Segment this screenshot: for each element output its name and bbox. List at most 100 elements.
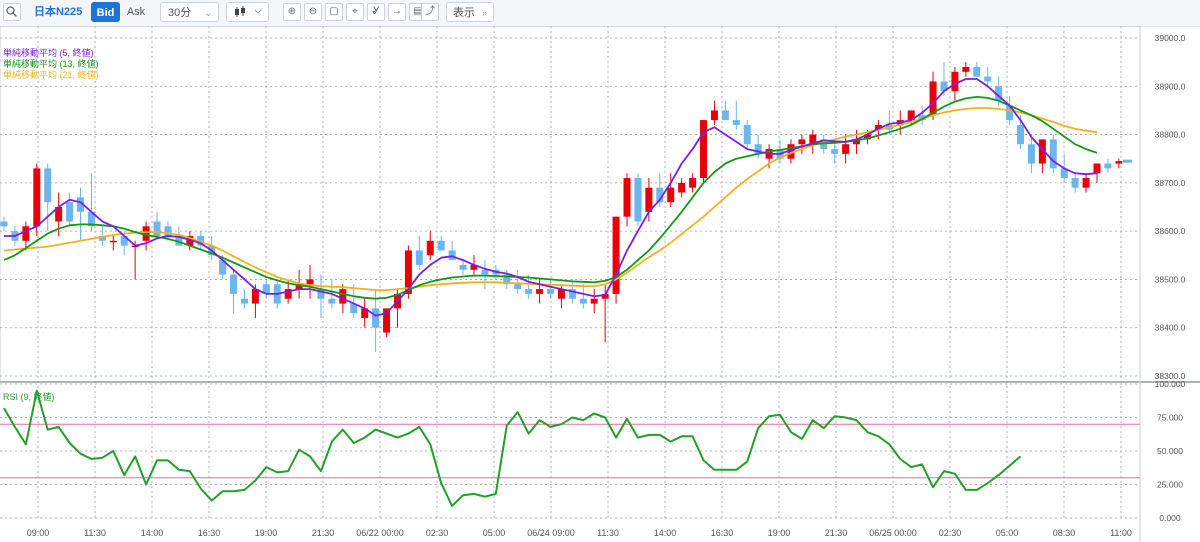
candle-body (350, 303, 358, 314)
zoom-out-icon[interactable]: ⊖ (304, 3, 322, 21)
price-tick-label: 38500.0 (1155, 274, 1186, 284)
last-price-marker (1122, 159, 1132, 163)
candle-body (22, 226, 30, 241)
bid-button[interactable]: Bid (91, 2, 120, 22)
candle-body (153, 221, 161, 236)
chart-type-dropdown[interactable] (226, 2, 269, 22)
price-axis: 38300.0 38400.0 38500.0 38600.0 38700.0 38800… (1155, 33, 1186, 381)
x-tick-label: 05:00 (483, 528, 506, 538)
candle-body (306, 279, 314, 285)
candle-body (645, 187, 653, 212)
legend-sma21: 単純移動平均 (21, 終値) (3, 70, 99, 80)
candle-body (514, 284, 522, 290)
candle-body (536, 289, 544, 294)
candle-body (874, 124, 882, 130)
fit-screen-icon[interactable]: ▢ (325, 3, 343, 21)
x-tick-label: 02:30 (426, 528, 449, 538)
candle-body (55, 207, 63, 222)
candle-body (426, 240, 434, 256)
indicator-icon[interactable]: ⤴ (421, 3, 439, 21)
candle-body (547, 289, 554, 294)
candle-body (66, 202, 74, 222)
candle-body (175, 235, 183, 246)
candle-body (404, 250, 412, 294)
candle-body (634, 178, 642, 222)
zoom-in-icon[interactable]: ⊕ (283, 3, 301, 21)
rsi-tick-label: 50.000 (1157, 446, 1183, 456)
candle-body (907, 110, 915, 121)
candle-body (240, 298, 248, 304)
x-tick-label: 02:30 (939, 528, 962, 538)
candle-body (798, 139, 806, 145)
candle-body (262, 284, 270, 294)
candle-body (525, 289, 533, 294)
price-tick-label: 38400.0 (1155, 323, 1186, 333)
candle-body (743, 124, 751, 145)
interval-dropdown[interactable]: 30分 ⌄ (160, 2, 219, 22)
chart-area[interactable]: 38300.0 38400.0 38500.0 38600.0 38700.0 38800… (0, 26, 1200, 542)
candle-body (372, 308, 380, 328)
candle-body (328, 298, 336, 304)
rsi-tick-label: 0.000 (1159, 513, 1181, 523)
candle-body (678, 182, 686, 193)
candle-body (787, 144, 795, 159)
x-tick-label: 16:30 (711, 528, 734, 538)
candle-body (0, 221, 8, 227)
candle-body (197, 235, 205, 246)
candle-body (853, 139, 861, 145)
candle-body (612, 216, 620, 294)
x-tick-label: 14:00 (141, 528, 164, 538)
candle-body (164, 226, 172, 236)
grid (0, 26, 1200, 542)
candle-body (820, 139, 828, 150)
price-tick-label: 38700.0 (1155, 178, 1186, 188)
candle-body (568, 289, 576, 299)
candle-body (219, 260, 227, 275)
candle-body (557, 289, 565, 299)
x-tick-label: 21:30 (825, 528, 848, 538)
symbol-selector[interactable]: 日本N225 (34, 6, 83, 18)
candle-body (1071, 178, 1079, 188)
price-tick-label: 39000.0 (1155, 33, 1186, 43)
candle-body (1082, 178, 1090, 188)
rsi-axis: 0.000 25.000 50.000 75.000 100.000 (1155, 379, 1186, 523)
x-tick-label: 11:30 (597, 528, 619, 538)
candle-body (710, 110, 718, 121)
candle-body (732, 120, 740, 125)
candle-body (295, 284, 303, 290)
search-icon[interactable] (3, 3, 21, 21)
display-dropdown[interactable]: 表示 » (446, 2, 494, 22)
candle-body (1115, 161, 1123, 164)
candle-body (689, 178, 697, 188)
legend-sma5: 単純移動平均 (5, 終値) (3, 48, 94, 58)
candle-body (863, 134, 871, 140)
candle-body (962, 66, 970, 72)
candle-body (1093, 163, 1101, 174)
rsi-tick-label: 100.000 (1155, 379, 1186, 389)
candle-body (929, 81, 937, 116)
candle-body (120, 235, 128, 246)
candle-body (1016, 124, 1024, 145)
candle-body (721, 110, 729, 121)
candle-body (973, 66, 981, 77)
x-tick-label: 11:00 (1110, 528, 1132, 538)
candle-body (459, 264, 467, 270)
scroll-to-end-icon[interactable]: → (388, 3, 406, 21)
crosshair-icon[interactable]: ⌖ (346, 3, 364, 21)
x-tick-label: 05:00 (996, 528, 1019, 538)
ask-button[interactable]: Ask (126, 6, 146, 18)
candle-body (98, 235, 106, 241)
rsi-tick-label: 75.000 (1157, 413, 1183, 423)
candles (0, 62, 1123, 352)
x-tick-label: 06/22 00:00 (356, 528, 404, 538)
candle-body (448, 250, 456, 261)
candle-body (809, 134, 817, 145)
candle-body (951, 71, 959, 92)
sma13-line (3, 96, 1098, 300)
text-tool-icon[interactable]: Ꮍ (367, 3, 385, 21)
candle-body (1104, 163, 1112, 169)
candle-body (109, 240, 117, 243)
x-tick-label: 21:30 (312, 528, 335, 538)
chevron-down-icon: ⌄ (204, 8, 212, 18)
candle-body (700, 120, 708, 179)
